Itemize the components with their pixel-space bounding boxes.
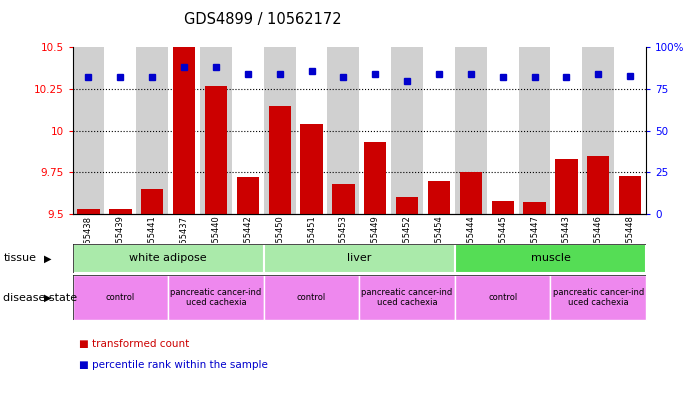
Bar [296,47,328,214]
Bar [551,47,583,214]
Bar [359,275,455,320]
Bar [264,47,296,214]
Text: tissue: tissue [3,253,37,263]
Text: GDS4899 / 10562172: GDS4899 / 10562172 [184,12,341,27]
Bar [486,47,519,214]
Bar [236,177,259,214]
Text: ▶: ▶ [44,253,51,263]
Text: control: control [488,293,518,302]
Bar [232,47,264,214]
Bar [455,244,646,273]
Text: control: control [106,293,135,302]
Bar [73,244,264,273]
Bar [109,209,131,214]
Bar [556,159,578,214]
Text: ■ percentile rank within the sample: ■ percentile rank within the sample [79,360,268,371]
Bar [428,181,450,214]
Bar [523,202,546,214]
Bar [460,173,482,214]
Bar [269,106,291,214]
Text: pancreatic cancer-ind
uced cachexia: pancreatic cancer-ind uced cachexia [553,288,644,307]
Bar [423,47,455,214]
Bar [614,47,646,214]
Text: white adipose: white adipose [129,253,207,263]
Bar [301,124,323,214]
Bar [587,156,609,214]
Text: ▶: ▶ [44,293,51,303]
Bar [491,201,514,214]
Text: pancreatic cancer-ind
uced cachexia: pancreatic cancer-ind uced cachexia [170,288,262,307]
Bar [136,47,168,214]
Bar [396,197,418,214]
Text: disease state: disease state [3,293,77,303]
Bar [77,209,100,214]
Bar [73,47,104,214]
Bar [200,47,232,214]
Bar [519,47,551,214]
Bar [264,275,359,320]
Bar [168,275,264,320]
Bar [359,47,391,214]
Bar [264,244,455,273]
Bar [168,47,200,214]
Bar [328,47,359,214]
Bar [455,275,551,320]
Bar [619,176,641,214]
Bar [205,86,227,214]
Bar [551,275,646,320]
Bar [104,47,136,214]
Bar [173,0,196,214]
Bar [73,275,168,320]
Bar [141,189,163,214]
Bar [332,184,354,214]
Text: liver: liver [347,253,372,263]
Bar [364,142,386,214]
Text: control: control [297,293,326,302]
Text: pancreatic cancer-ind
uced cachexia: pancreatic cancer-ind uced cachexia [361,288,453,307]
Bar [391,47,423,214]
Bar [583,47,614,214]
Text: muscle: muscle [531,253,571,263]
Bar [455,47,486,214]
Text: ■ transformed count: ■ transformed count [79,339,190,349]
